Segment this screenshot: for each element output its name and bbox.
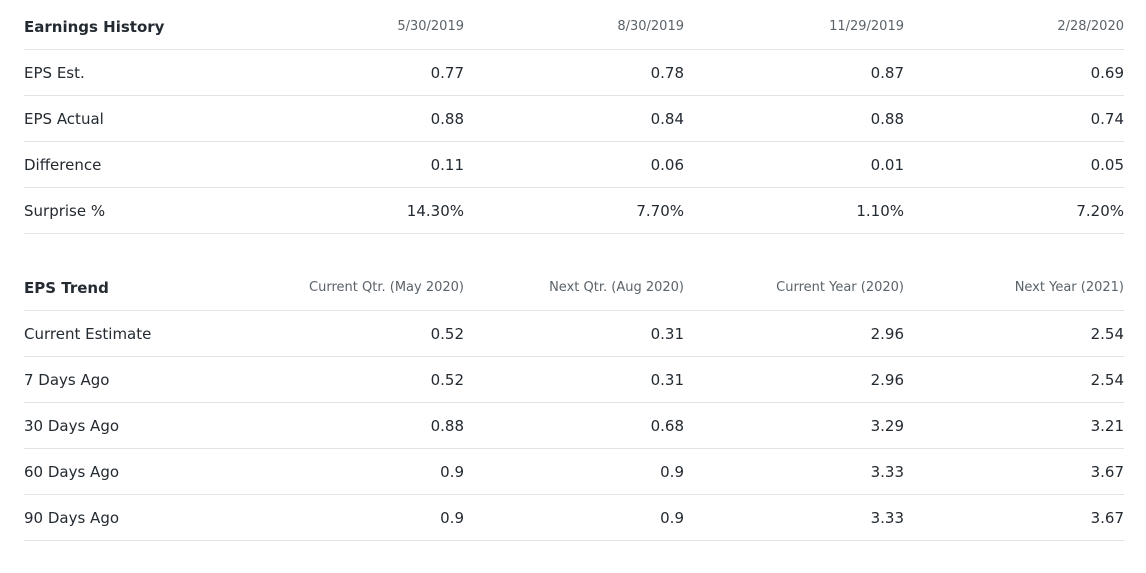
table-cell: 0.68 — [464, 402, 684, 449]
row-label: 60 Days Ago — [24, 448, 244, 495]
table-cell: 2.96 — [684, 356, 904, 403]
table-cell: 7.70% — [464, 187, 684, 234]
table-cell: 0.84 — [464, 95, 684, 142]
table-header-row: EPS Trend Current Qtr. (May 2020) Next Q… — [24, 265, 1124, 311]
row-label: EPS Actual — [24, 95, 244, 142]
table-row: Current Estimate 0.52 0.31 2.96 2.54 — [24, 310, 1124, 357]
column-header: Next Year (2021) — [904, 265, 1124, 311]
table-cell: 0.52 — [244, 310, 464, 357]
row-label: 7 Days Ago — [24, 356, 244, 403]
table-cell: 0.88 — [684, 95, 904, 142]
table-cell: 0.69 — [904, 49, 1124, 96]
table-cell: 0.88 — [244, 402, 464, 449]
column-header: Next Qtr. (Aug 2020) — [464, 265, 684, 311]
table-row: 7 Days Ago 0.52 0.31 2.96 2.54 — [24, 356, 1124, 403]
table-cell: 0.9 — [464, 448, 684, 495]
row-label: Difference — [24, 141, 244, 188]
table-cell: 0.06 — [464, 141, 684, 188]
table-cell: 3.29 — [684, 402, 904, 449]
section-spacer — [24, 234, 1124, 265]
table-row: 30 Days Ago 0.88 0.68 3.29 3.21 — [24, 402, 1124, 449]
table-cell: 0.87 — [684, 49, 904, 96]
table-cell: 0.11 — [244, 141, 464, 188]
row-label: Surprise % — [24, 187, 244, 234]
column-header: 2/28/2020 — [904, 4, 1124, 50]
table-cell: 14.30% — [244, 187, 464, 234]
earnings-history-table: Earnings History 5/30/2019 8/30/2019 11/… — [24, 4, 1124, 234]
table-cell: 7.20% — [904, 187, 1124, 234]
column-header: 5/30/2019 — [244, 4, 464, 50]
table-cell: 3.67 — [904, 448, 1124, 495]
table-cell: 2.54 — [904, 310, 1124, 357]
table-row: 60 Days Ago 0.9 0.9 3.33 3.67 — [24, 448, 1124, 495]
table-cell: 0.52 — [244, 356, 464, 403]
table-cell: 0.77 — [244, 49, 464, 96]
table-row: Difference 0.11 0.06 0.01 0.05 — [24, 141, 1124, 188]
table-header-row: Earnings History 5/30/2019 8/30/2019 11/… — [24, 4, 1124, 50]
eps-trend-title: EPS Trend — [24, 265, 244, 311]
table-cell: 3.21 — [904, 402, 1124, 449]
table-cell: 0.9 — [244, 448, 464, 495]
column-header: Current Year (2020) — [684, 265, 904, 311]
table-cell: 0.31 — [464, 356, 684, 403]
table-cell: 0.31 — [464, 310, 684, 357]
table-cell: 2.96 — [684, 310, 904, 357]
table-cell: 3.33 — [684, 448, 904, 495]
table-cell: 0.88 — [244, 95, 464, 142]
column-header: 8/30/2019 — [464, 4, 684, 50]
table-cell: 3.67 — [904, 494, 1124, 541]
row-label: EPS Est. — [24, 49, 244, 96]
table-cell: 0.01 — [684, 141, 904, 188]
table-row: EPS Est. 0.77 0.78 0.87 0.69 — [24, 49, 1124, 96]
table-cell: 0.78 — [464, 49, 684, 96]
eps-trend-table: EPS Trend Current Qtr. (May 2020) Next Q… — [24, 265, 1124, 541]
earnings-history-title: Earnings History — [24, 4, 244, 50]
table-cell: 3.33 — [684, 494, 904, 541]
table-row: 90 Days Ago 0.9 0.9 3.33 3.67 — [24, 494, 1124, 541]
table-row: Surprise % 14.30% 7.70% 1.10% 7.20% — [24, 187, 1124, 234]
table-cell: 0.9 — [244, 494, 464, 541]
table-cell: 2.54 — [904, 356, 1124, 403]
row-label: 30 Days Ago — [24, 402, 244, 449]
row-label: Current Estimate — [24, 310, 244, 357]
column-header: 11/29/2019 — [684, 4, 904, 50]
table-cell: 0.9 — [464, 494, 684, 541]
row-label: 90 Days Ago — [24, 494, 244, 541]
estimates-panel: Earnings History 5/30/2019 8/30/2019 11/… — [24, 4, 1124, 541]
table-cell: 0.74 — [904, 95, 1124, 142]
column-header: Current Qtr. (May 2020) — [244, 265, 464, 311]
table-cell: 0.05 — [904, 141, 1124, 188]
table-cell: 1.10% — [684, 187, 904, 234]
table-row: EPS Actual 0.88 0.84 0.88 0.74 — [24, 95, 1124, 142]
